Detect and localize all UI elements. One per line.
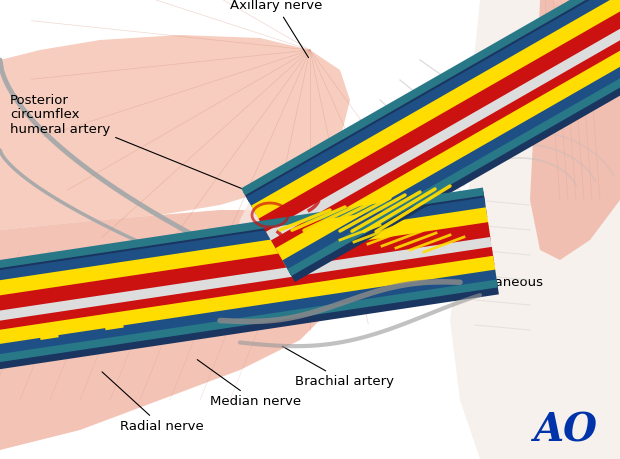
Text: Brachial artery: Brachial artery xyxy=(283,347,394,388)
Polygon shape xyxy=(230,175,430,300)
Polygon shape xyxy=(259,4,620,236)
Polygon shape xyxy=(266,17,620,246)
Polygon shape xyxy=(246,0,620,214)
Polygon shape xyxy=(289,56,620,282)
Polygon shape xyxy=(0,256,497,356)
Polygon shape xyxy=(0,282,499,372)
Polygon shape xyxy=(275,33,620,267)
Text: Posterior
circumflex
humeral artery: Posterior circumflex humeral artery xyxy=(10,94,267,199)
Polygon shape xyxy=(0,247,495,343)
Polygon shape xyxy=(0,269,498,365)
Polygon shape xyxy=(0,222,491,320)
Polygon shape xyxy=(530,0,620,260)
Polygon shape xyxy=(0,210,350,450)
Text: Musculocutaneous
nerve: Musculocutaneous nerve xyxy=(417,197,544,304)
Text: AO: AO xyxy=(533,411,597,449)
Polygon shape xyxy=(0,207,489,309)
Polygon shape xyxy=(0,237,493,331)
Polygon shape xyxy=(282,45,620,276)
Polygon shape xyxy=(243,0,620,202)
Text: Axillary nerve: Axillary nerve xyxy=(230,0,322,58)
Polygon shape xyxy=(0,191,485,281)
Polygon shape xyxy=(0,188,484,274)
Text: Radial nerve: Radial nerve xyxy=(102,372,204,433)
Polygon shape xyxy=(241,0,620,195)
Text: Median nerve: Median nerve xyxy=(197,359,301,408)
Polygon shape xyxy=(0,197,487,295)
Polygon shape xyxy=(251,0,620,227)
Polygon shape xyxy=(271,25,620,256)
Polygon shape xyxy=(0,280,498,365)
Polygon shape xyxy=(288,54,620,276)
Polygon shape xyxy=(450,0,620,459)
Polygon shape xyxy=(0,35,350,230)
